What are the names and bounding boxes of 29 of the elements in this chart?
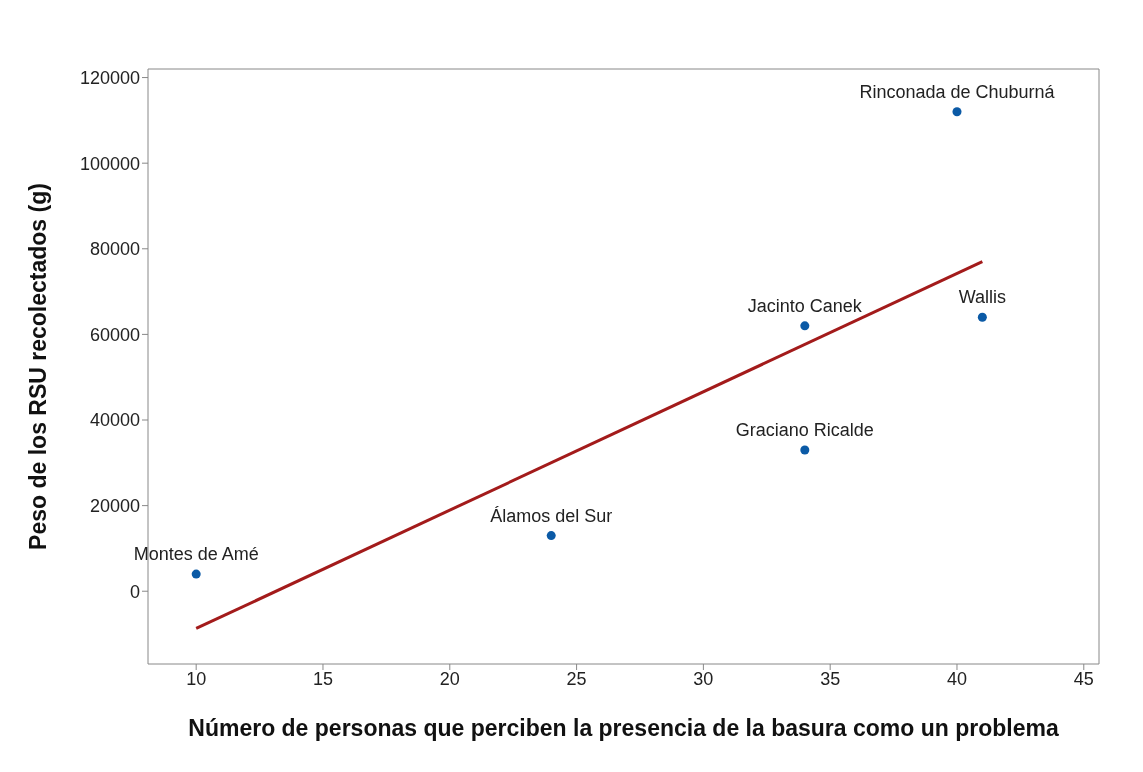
x-tick-label: 30: [693, 668, 714, 689]
annotation: Graciano Ricalde: [735, 419, 874, 440]
point: [546, 531, 556, 541]
x-tick-label: 45: [1073, 668, 1094, 689]
y-tick-label: 0: [129, 581, 140, 602]
y-tick-label: 20000: [89, 496, 140, 517]
annotation: Jacinto Canek: [747, 295, 863, 316]
y-tick-label: 100000: [79, 153, 140, 174]
x-tick-label: 10: [186, 668, 207, 689]
x-tick-label: 20: [439, 668, 460, 689]
x-tick-label: 35: [820, 668, 841, 689]
y-tick-label: 120000: [79, 67, 140, 88]
x-tick-label: 40: [946, 668, 967, 689]
y-tick-label: 40000: [89, 410, 140, 431]
point: [800, 321, 810, 331]
point: [800, 445, 810, 455]
x-tick-label: 25: [566, 668, 587, 689]
point: [977, 312, 987, 322]
y-tick-label: 80000: [89, 239, 140, 260]
point: [952, 107, 962, 117]
x-axis-title: Número de personas que perciben la presencia de la basura como un problema: [188, 715, 1059, 741]
y-axis-title: Peso de los RSU recolectados (g): [25, 183, 52, 550]
annotation: Rinconada de Chuburná: [859, 81, 1056, 102]
point: [191, 569, 201, 579]
x-tick-label: 15: [312, 668, 333, 689]
annotation: Montes de Amé: [133, 544, 259, 565]
annotation: Wallis: [958, 287, 1007, 308]
y-tick-label: 60000: [89, 324, 140, 345]
annotation: Álamos del Sur: [490, 505, 613, 526]
